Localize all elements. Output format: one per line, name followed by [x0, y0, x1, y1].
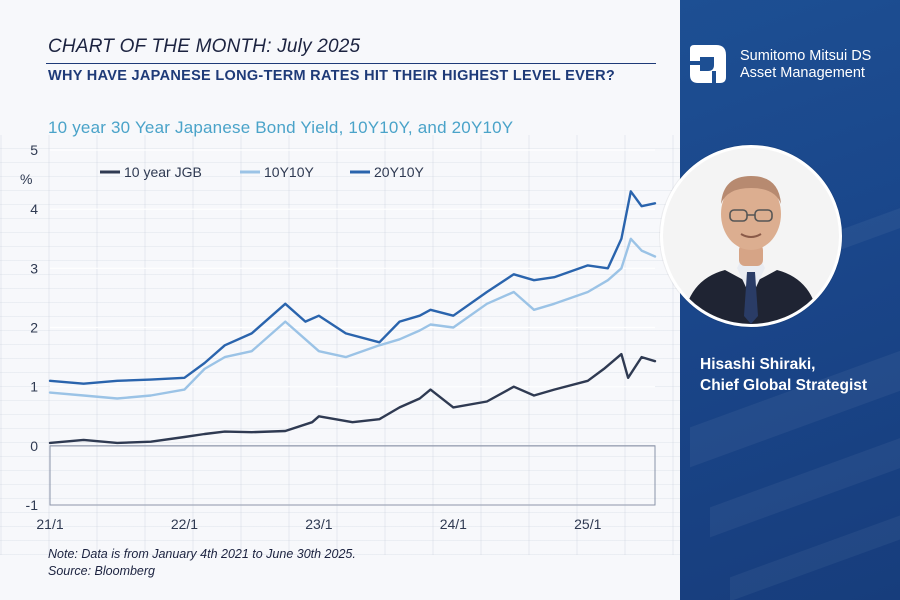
- y-tick-label: 0: [30, 438, 38, 454]
- decorative-stripe: [690, 332, 900, 468]
- brand-line-1: Sumitomo Mitsui DS: [740, 48, 872, 64]
- series-line-10y10y: [48, 237, 657, 400]
- y-tick-label: 4: [30, 201, 38, 217]
- company-logo-icon: [690, 45, 726, 83]
- x-tick-label: 25/1: [574, 516, 601, 532]
- y-tick-label: 1: [30, 379, 38, 395]
- y-axis-label: %: [20, 171, 32, 187]
- brand-name: Sumitomo Mitsui DS Asset Management: [740, 48, 871, 82]
- legend-label: 10Y10Y: [264, 164, 314, 180]
- y-tick-label: 2: [30, 320, 38, 336]
- line-chart: 5 4 3 2 1 0 -1% 21/1 22/1 23/1 24/1 25/1 10 year JGB…: [20, 142, 657, 532]
- x-tick-label: 22/1: [171, 516, 198, 532]
- brand-line-2: Asset Management: [740, 65, 865, 81]
- person-portrait-icon: [663, 148, 839, 324]
- y-tick-label: 3: [30, 260, 38, 276]
- person-name: Hisashi Shiraki,: [700, 356, 816, 373]
- stock-ticker-background: [0, 135, 680, 555]
- x-tick-label: 21/1: [36, 516, 63, 532]
- person-caption: Hisashi Shiraki, Chief Global Strategist: [700, 354, 867, 396]
- x-tick-label: 23/1: [305, 516, 332, 532]
- data-source: Source: Bloomberg: [48, 564, 156, 578]
- legend-label: 20Y10Y: [374, 164, 424, 180]
- y-tick-label: 5: [30, 142, 38, 158]
- page-subtitle: WHY HAVE JAPANESE LONG-TERM RATES HIT TH…: [48, 68, 615, 84]
- plot-frame: [49, 445, 656, 506]
- avatar: [660, 145, 842, 327]
- y-tick-label: -1: [26, 497, 39, 513]
- series-line-20y10y: [48, 190, 657, 385]
- page-title: CHART OF THE MONTH: July 2025: [48, 36, 361, 57]
- x-tick-label: 24/1: [440, 516, 467, 532]
- data-note: Note: Data is from January 4th 2021 to J…: [48, 547, 356, 561]
- chart-title: 10 year 30 Year Japanese Bond Yield, 10Y…: [48, 118, 514, 137]
- title-divider: [46, 63, 656, 64]
- series-line-10-year-jgb: [48, 352, 657, 445]
- legend-label: 10 year JGB: [124, 164, 202, 180]
- person-role: Chief Global Strategist: [700, 377, 868, 394]
- chart-footnote: Note: Data is from January 4th 2021 to J…: [48, 546, 356, 580]
